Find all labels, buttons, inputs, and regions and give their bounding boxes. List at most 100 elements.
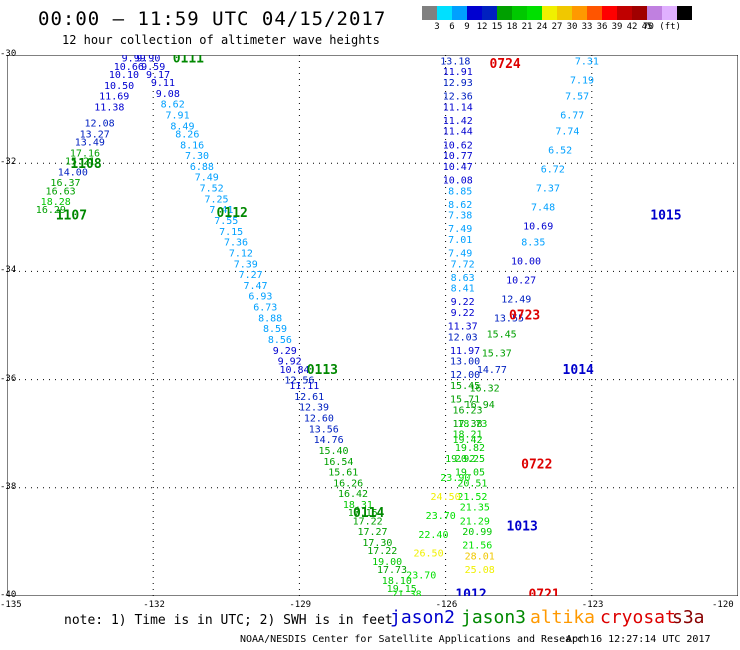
pass-time-label: 0723 [509, 309, 540, 324]
swh-value: 12.61 [294, 392, 324, 403]
swh-value: 7.72 [451, 259, 475, 270]
swh-value: 6.52 [548, 146, 572, 157]
legend-swatch [437, 6, 452, 20]
swh-value: 12.00 [450, 370, 480, 381]
swh-value: 7.41 [209, 205, 233, 216]
swh-value: 8.59 [263, 324, 287, 335]
legend-swatch [572, 6, 587, 20]
legend-swatch [542, 6, 557, 20]
swh-value: 7.27 [239, 270, 263, 281]
y-tick-label: -36 [0, 373, 17, 384]
swh-value: 23.70 [426, 511, 456, 522]
swh-value: 14.77 [477, 365, 507, 376]
swh-value: 16.26 [333, 478, 363, 489]
x-tick-label: -129 [289, 600, 312, 610]
swh-value: 11.37 [448, 322, 478, 333]
swh-value: 17.22 [353, 516, 383, 527]
page-subtitle: 12 hour collection of altimeter wave hei… [62, 33, 380, 47]
satellite-label-jason2: jason2 [390, 607, 456, 628]
swh-value: 9.29 [273, 346, 297, 357]
swh-value: 10.27 [506, 276, 536, 287]
pass-time-label: 1108 [70, 157, 101, 172]
credit-text: NOAA/NESDIS Center for Satellite Applica… [240, 634, 590, 645]
swh-value: 20.51 [457, 478, 487, 489]
legend-label: 24 [536, 22, 548, 32]
swh-value: 8.41 [451, 284, 475, 295]
legend-label: 42 [626, 22, 638, 32]
pass-time-label: 0111 [173, 55, 204, 67]
legend-swatch [422, 6, 437, 20]
y-tick-label: -40 [0, 590, 17, 600]
swh-value: 28.01 [465, 551, 495, 562]
swh-value: 7.52 [200, 184, 224, 195]
swh-value: 19.05 [455, 468, 485, 479]
swh-value: 7.55 [214, 216, 238, 227]
swh-value: 21.38 [392, 589, 422, 596]
y-tick-label: -34 [0, 265, 17, 276]
swh-value: 8.16 [180, 140, 204, 151]
swh-value: 25.08 [465, 565, 495, 576]
swh-value: 16.32 [470, 384, 500, 395]
swh-value: 7.36 [224, 238, 248, 249]
swh-value: 14.76 [314, 435, 344, 446]
satellite-label-jason3: jason3 [461, 607, 527, 628]
swh-value: 15.37 [482, 349, 512, 360]
swh-value: 9.22 [451, 308, 475, 319]
pass-time-label: 1014 [563, 363, 594, 378]
swh-value: 16.63 [46, 186, 76, 197]
pass-time-label: 1012 [455, 587, 486, 596]
track-pass-0111: 9.909.599.179.119.088.627.918.498.268.16… [136, 55, 421, 596]
swh-value: 9.99 [122, 55, 146, 65]
swh-value: 18.31 [343, 500, 373, 511]
swh-value: 15.45 [450, 381, 480, 392]
swh-value: 10.47 [443, 162, 473, 173]
pass-time-label: 0114 [353, 506, 384, 521]
plot-frame [7, 55, 738, 596]
legend-swatch [587, 6, 602, 20]
swh-value: 7.19 [570, 75, 594, 86]
legend-swatch [497, 6, 512, 20]
swh-value: 9.59 [141, 62, 165, 73]
swh-value: 13.56 [309, 424, 339, 435]
swh-value: 6.73 [253, 303, 277, 314]
swh-value: 10.66 [114, 62, 144, 73]
swh-value: 17.15 [348, 508, 378, 519]
swh-value: 6.72 [541, 165, 565, 176]
swh-value: 13.18 [440, 56, 470, 67]
swh-value: 17.38 [452, 419, 482, 430]
legend-swatch [647, 6, 662, 20]
pass-time-labels: 0111 1108 1107 0112 0113 0114 0724 0723 0722 0721… [56, 55, 682, 596]
grid-lines [7, 55, 738, 596]
swh-value: 7.49 [195, 173, 219, 184]
swh-value: 16.42 [338, 489, 368, 500]
swh-value: 7.47 [243, 281, 267, 292]
legend-label: 3 [434, 22, 440, 32]
swh-value: 10.69 [523, 221, 553, 232]
legend-swatch [467, 6, 482, 20]
swh-value: 12.93 [443, 78, 473, 89]
legend-swatch [602, 6, 617, 20]
swh-value: 7.49 [448, 224, 472, 235]
satellite-label-altika: altika [530, 607, 596, 628]
swh-value: 13.27 [80, 129, 110, 140]
swh-value: 9.17 [146, 70, 170, 81]
y-tick-label: -32 [0, 157, 17, 168]
x-tick-label: -123 [581, 600, 604, 610]
swh-value: 12.56 [284, 376, 314, 387]
legend-swatch [677, 6, 692, 20]
swh-value: 10.08 [443, 175, 473, 186]
swh-value: 7.48 [531, 202, 555, 213]
swh-value: 17.22 [367, 546, 397, 557]
swh-value: 7.39 [234, 259, 258, 270]
swh-value: 12.39 [299, 403, 329, 414]
color-scale-legend [422, 6, 692, 20]
swh-value: 11.91 [443, 67, 473, 78]
legend-label: 39 [611, 22, 623, 32]
swh-value: 7.91 [166, 111, 190, 122]
swh-value: 10.00 [511, 257, 541, 268]
legend-label: 27 [551, 22, 563, 32]
legend-swatch [662, 6, 677, 20]
swh-value: 12.49 [501, 294, 531, 305]
swh-value: 8.62 [161, 100, 185, 111]
swh-value: 13.55 [494, 313, 524, 324]
